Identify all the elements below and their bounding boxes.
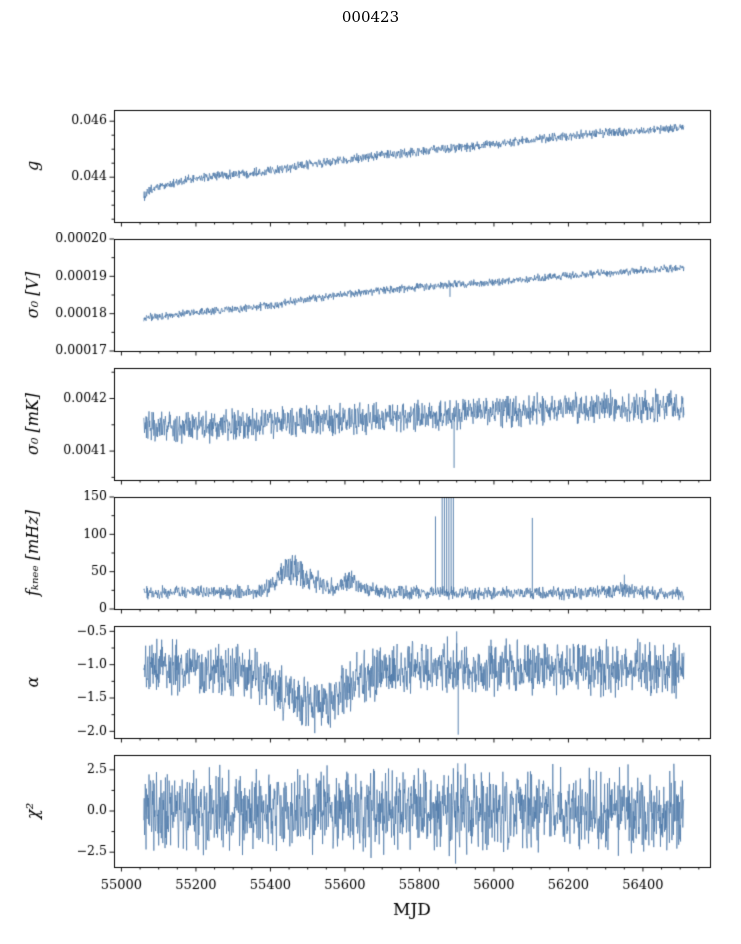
subplot-sigma0-mk-canvas <box>0 361 741 490</box>
subplot-fknee-canvas <box>0 490 741 619</box>
subplot-sigma0-v-canvas <box>0 232 741 361</box>
subplot-alpha-canvas <box>0 619 741 748</box>
subplot-chi2-canvas <box>0 748 741 944</box>
subplot-stack <box>0 103 741 944</box>
chart-title: 000423 <box>341 8 400 26</box>
subplot-g-canvas <box>0 103 741 232</box>
